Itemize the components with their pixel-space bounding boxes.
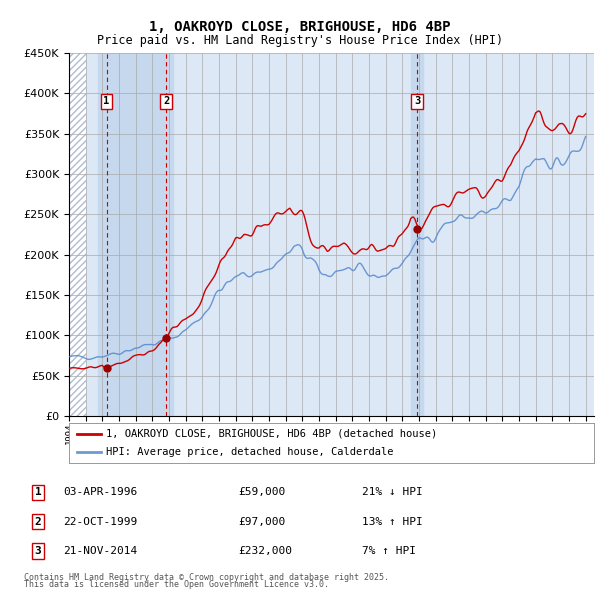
Text: 3: 3 (35, 546, 41, 556)
Bar (410, 53, 423, 416)
Text: 2: 2 (35, 517, 41, 527)
Text: 7% ↑ HPI: 7% ↑ HPI (362, 546, 416, 556)
Text: 22-OCT-1999: 22-OCT-1999 (64, 517, 138, 527)
Text: 03-APR-1996: 03-APR-1996 (64, 487, 138, 497)
Text: HPI: Average price, detached house, Calderdale: HPI: Average price, detached house, Cald… (106, 447, 393, 457)
Text: This data is licensed under the Open Government Licence v3.0.: This data is licensed under the Open Gov… (24, 580, 329, 589)
Text: Price paid vs. HM Land Registry's House Price Index (HPI): Price paid vs. HM Land Registry's House … (97, 34, 503, 47)
Text: 1, OAKROYD CLOSE, BRIGHOUSE, HD6 4BP: 1, OAKROYD CLOSE, BRIGHOUSE, HD6 4BP (149, 19, 451, 34)
Text: 21-NOV-2014: 21-NOV-2014 (64, 546, 138, 556)
Text: £97,000: £97,000 (238, 517, 286, 527)
Bar (98, 53, 173, 416)
Text: 3: 3 (414, 97, 420, 106)
Text: 1: 1 (103, 97, 110, 106)
Text: £232,000: £232,000 (238, 546, 292, 556)
Text: 1, OAKROYD CLOSE, BRIGHOUSE, HD6 4BP (detached house): 1, OAKROYD CLOSE, BRIGHOUSE, HD6 4BP (de… (106, 429, 437, 439)
Text: 2: 2 (163, 97, 169, 106)
Text: 13% ↑ HPI: 13% ↑ HPI (362, 517, 423, 527)
Text: 1: 1 (35, 487, 41, 497)
Text: Contains HM Land Registry data © Crown copyright and database right 2025.: Contains HM Land Registry data © Crown c… (24, 572, 389, 582)
Text: £59,000: £59,000 (238, 487, 286, 497)
Text: 21% ↓ HPI: 21% ↓ HPI (362, 487, 423, 497)
